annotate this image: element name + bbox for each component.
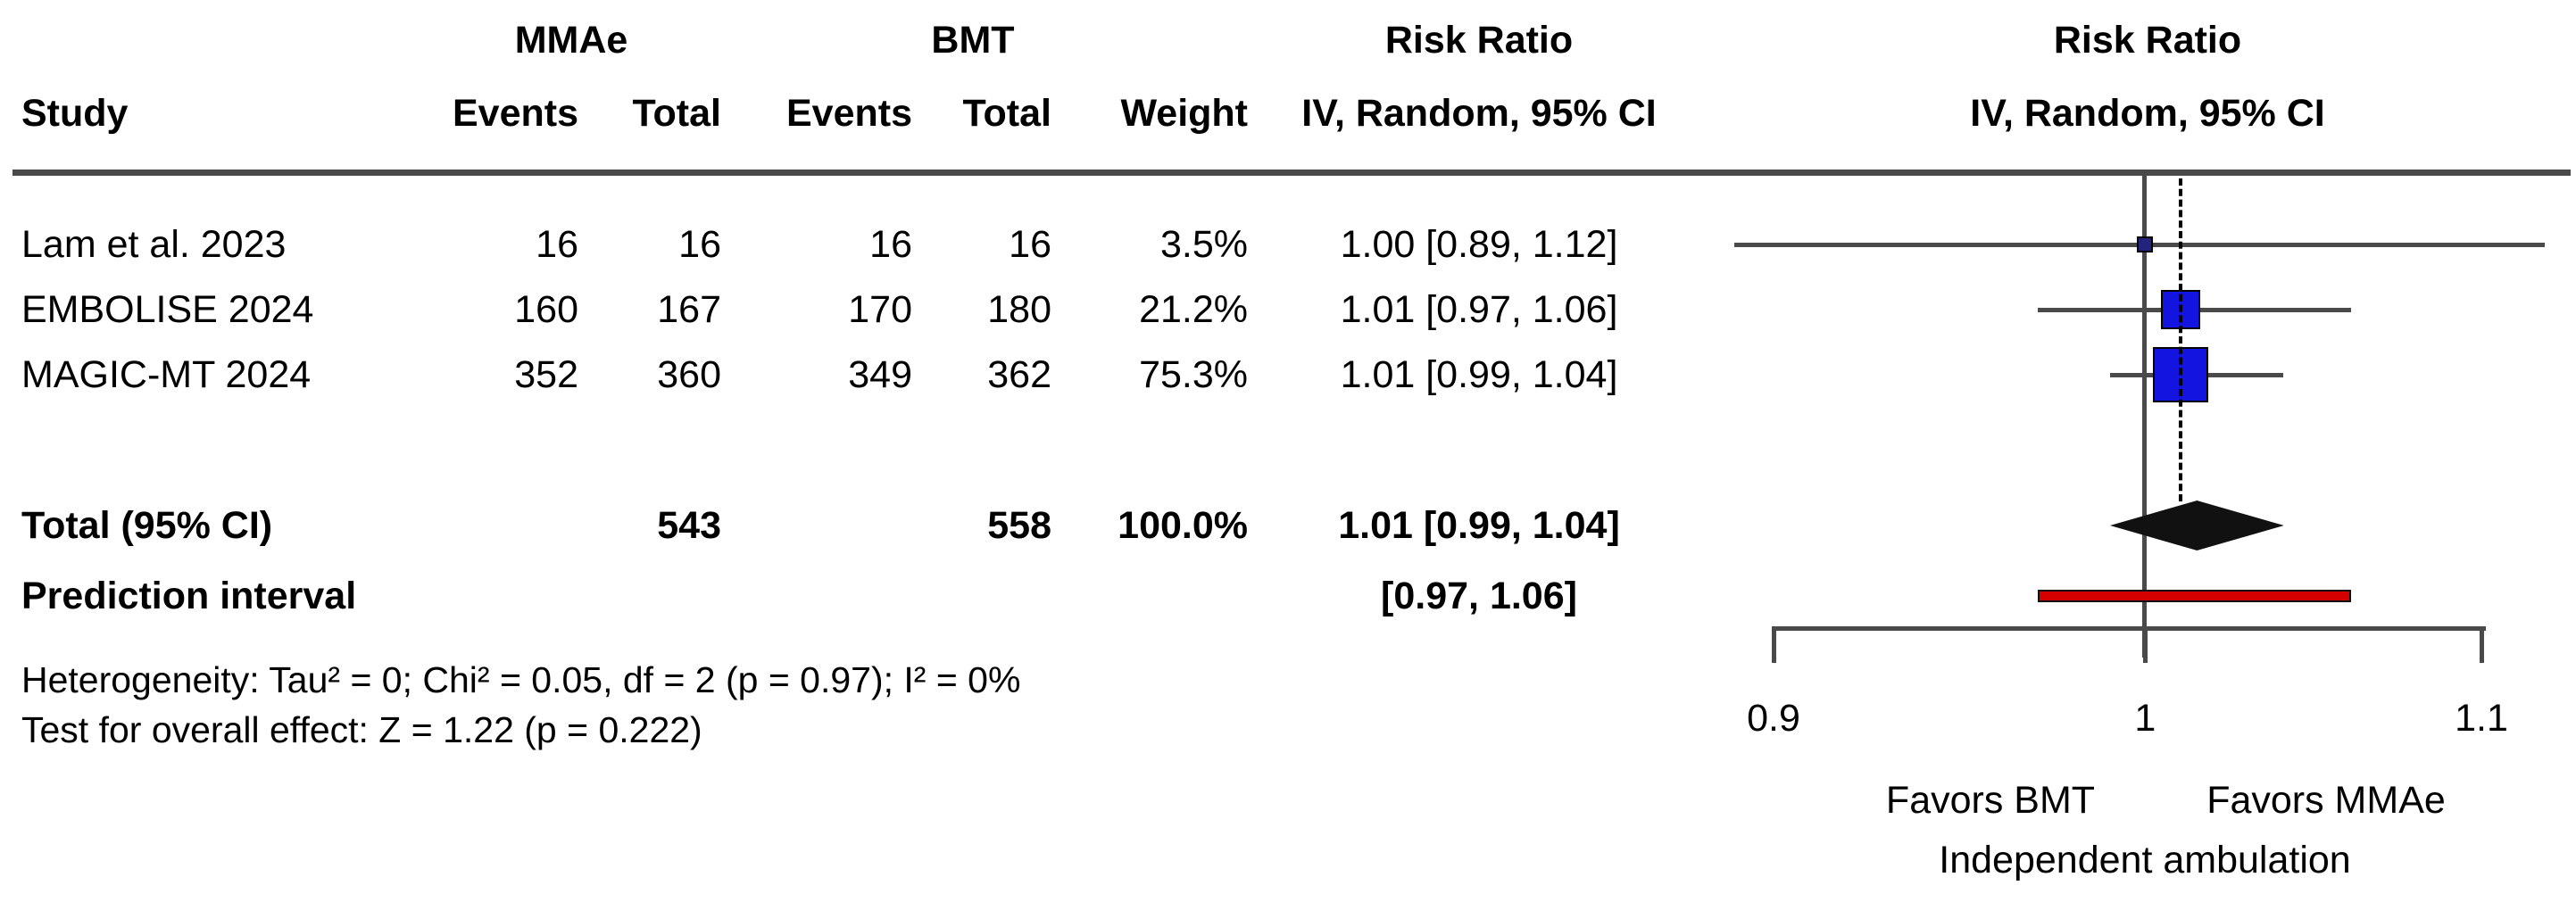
effect-column-title: Risk Ratio <box>1384 19 1574 62</box>
column-group-mmae: MMAe <box>514 19 628 62</box>
favors-left-label: Favors BMT <box>1885 779 2096 822</box>
x-axis-line <box>1774 626 2486 631</box>
overall-effect-note: Test for overall effect: Z = 1.22 (p = 0… <box>21 709 702 750</box>
cell-mmae-total: 167 <box>657 288 721 331</box>
cell-mmae-events: 16 <box>536 223 578 266</box>
cell-mmae-total: 360 <box>657 353 721 396</box>
cell-study-name: Lam et al. 2023 <box>21 223 287 266</box>
outcome-label: Independent ambulation <box>1939 839 2351 881</box>
cell-weight: 21.2% <box>1139 288 1248 331</box>
prediction-interval-bar <box>2037 590 2351 602</box>
column-header-study: Study <box>21 92 129 135</box>
cell-mmae-events: 160 <box>514 288 578 331</box>
total-weight: 100.0% <box>1118 504 1248 547</box>
total-mmae-n: 543 <box>657 504 721 547</box>
total-effect-estimate: 1.01 [0.99, 1.04] <box>1338 504 1620 547</box>
cell-study-name: EMBOLISE 2024 <box>21 288 314 331</box>
pooled-estimate-dashed-line <box>2178 178 2182 501</box>
cell-effect-estimate: 1.01 [0.97, 1.06] <box>1340 288 1618 331</box>
cell-bmt-events: 170 <box>848 288 912 331</box>
prediction-interval-label: Prediction interval <box>21 575 357 617</box>
column-header-events-bmt: Events <box>785 92 912 135</box>
header-separator-line <box>12 170 2571 176</box>
column-header-weight: Weight <box>1120 92 1248 135</box>
total-bmt-n: 558 <box>987 504 1051 547</box>
total-row-label: Total (95% CI) <box>21 504 273 547</box>
cell-mmae-events: 352 <box>514 353 578 396</box>
cell-weight: 75.3% <box>1139 353 1248 396</box>
effect-column-subtitle: IV, Random, 95% CI <box>1301 92 1657 135</box>
x-axis-tick-label: 1 <box>2134 697 2156 740</box>
cell-weight: 3.5% <box>1159 223 1248 266</box>
cell-effect-estimate: 1.01 [0.99, 1.04] <box>1340 353 1618 396</box>
x-axis-tick <box>2480 626 2484 663</box>
cell-study-name: MAGIC-MT 2024 <box>21 353 312 396</box>
x-axis-tick-label: 1.1 <box>2455 697 2508 740</box>
favors-right-label: Favors MMAe <box>2206 779 2446 822</box>
effect-square-marker <box>2137 236 2154 252</box>
plot-subtitle: IV, Random, 95% CI <box>1970 92 2325 135</box>
x-axis-tick <box>1772 626 1776 663</box>
cell-bmt-total: 180 <box>987 288 1051 331</box>
column-header-total-mmae: Total <box>632 92 721 135</box>
x-axis-tick <box>2143 626 2148 663</box>
prediction-interval-ci: [0.97, 1.06] <box>1381 575 1577 617</box>
cell-bmt-events: 16 <box>869 223 912 266</box>
cell-bmt-total: 16 <box>1009 223 1051 266</box>
column-header-events-mmae: Events <box>452 92 578 135</box>
heterogeneity-note: Heterogeneity: Tau² = 0; Chi² = 0.05, df… <box>21 659 1021 700</box>
x-axis-tick-label: 0.9 <box>1747 697 1800 740</box>
cell-bmt-total: 362 <box>987 353 1051 396</box>
reference-line-at-1 <box>2142 172 2147 658</box>
pooled-diamond <box>2109 501 2284 550</box>
column-header-total-bmt: Total <box>962 92 1051 135</box>
cell-effect-estimate: 1.00 [0.89, 1.12] <box>1340 223 1618 266</box>
column-group-bmt: BMT <box>931 19 1015 62</box>
cell-bmt-events: 349 <box>848 353 912 396</box>
plot-title: Risk Ratio <box>2053 19 2242 62</box>
cell-mmae-total: 16 <box>678 223 721 266</box>
